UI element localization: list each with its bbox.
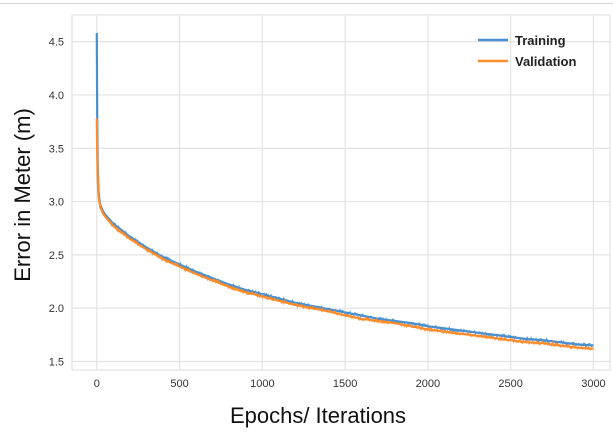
y-tick-label: 2.0: [49, 303, 64, 315]
x-axis-title: Epochs/ Iterations: [230, 403, 406, 428]
x-tick-label: 1000: [250, 378, 274, 390]
legend: Training Validation: [478, 33, 576, 69]
plot-area: [71, 14, 611, 371]
y-tick-label: 4.0: [49, 90, 64, 102]
series-layer: [95, 33, 594, 351]
legend-label: Training: [515, 33, 566, 48]
series-noise-validation: [96, 119, 593, 351]
x-tick-label: 2000: [416, 378, 440, 390]
legend-label: Validation: [515, 54, 576, 69]
y-tick-label: 3.5: [49, 143, 64, 155]
y-tick-labels: 1.5 2.0 2.5 3.0 3.5 4.0 4.5: [49, 37, 64, 369]
y-tick-label: 4.5: [49, 37, 64, 49]
y-tick-label: 3.0: [49, 197, 64, 209]
y-tick-label: 2.5: [49, 250, 64, 262]
x-tick-label: 1500: [333, 378, 357, 390]
y-tick-label: 1.5: [49, 356, 64, 368]
x-tick-labels: 0 500 1000 1500 2000 2500 3000: [94, 378, 606, 390]
y-axis-title: Error in Meter (m): [10, 108, 35, 282]
grid: [72, 15, 610, 370]
x-tick-label: 3000: [581, 378, 605, 390]
x-tick-label: 500: [170, 378, 188, 390]
x-tick-label: 2500: [498, 378, 522, 390]
x-tick-label: 0: [94, 378, 100, 390]
